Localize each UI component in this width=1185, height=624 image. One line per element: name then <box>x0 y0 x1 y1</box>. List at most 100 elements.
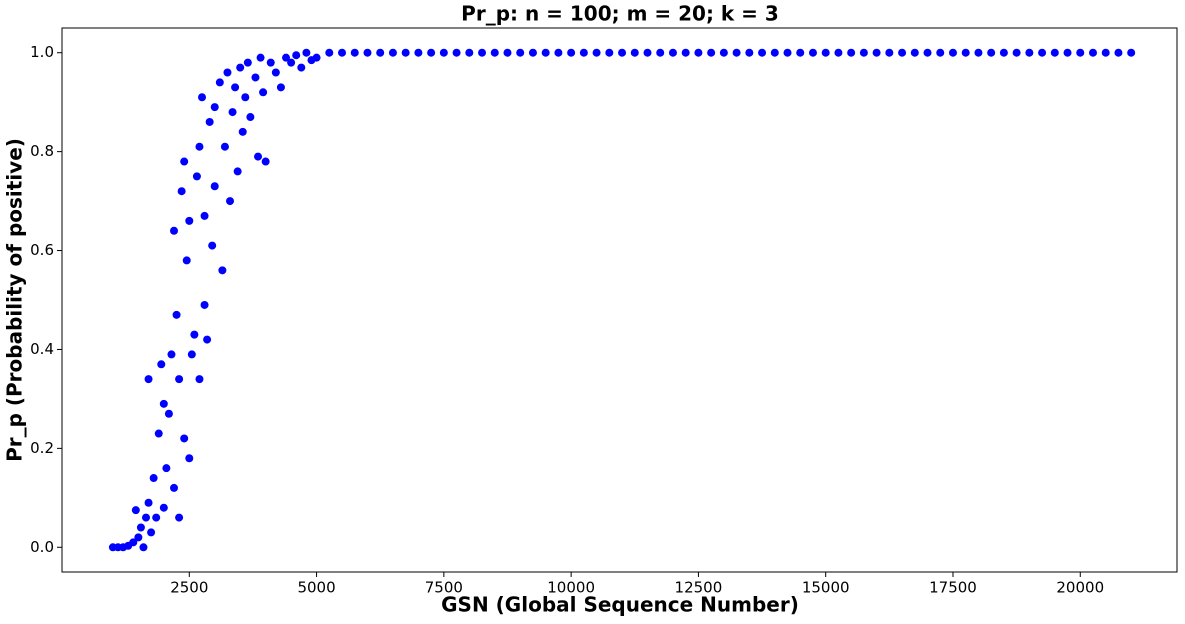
chart-title: Pr_p: n = 100; m = 20; k = 3 <box>461 2 779 26</box>
point <box>254 152 263 161</box>
point <box>175 375 184 384</box>
point <box>195 142 204 151</box>
point <box>236 63 245 72</box>
x-tick-label: 2500 <box>170 579 208 597</box>
point <box>195 375 204 384</box>
point <box>910 48 919 57</box>
point <box>363 48 372 57</box>
point <box>936 48 945 57</box>
point <box>129 538 138 547</box>
point <box>190 330 199 339</box>
x-tick-label: 12500 <box>675 579 723 597</box>
point <box>261 157 270 166</box>
point <box>618 48 627 57</box>
point <box>452 48 461 57</box>
point <box>541 48 550 57</box>
point <box>134 533 143 542</box>
point <box>147 528 156 537</box>
point <box>175 513 184 522</box>
point <box>872 48 881 57</box>
x-tick-label: 15000 <box>802 579 850 597</box>
point <box>999 48 1008 57</box>
point <box>694 48 703 57</box>
point <box>630 48 639 57</box>
point <box>758 48 767 57</box>
point <box>350 48 359 57</box>
point <box>297 63 306 72</box>
point <box>198 93 207 102</box>
point <box>276 83 285 92</box>
point <box>180 157 189 166</box>
point <box>226 197 235 206</box>
point <box>376 48 385 57</box>
point <box>271 68 280 77</box>
point <box>231 83 240 92</box>
point <box>503 48 512 57</box>
point <box>185 454 194 463</box>
plot-frame <box>61 27 1178 573</box>
point <box>200 211 209 220</box>
point <box>1101 48 1110 57</box>
x-tick-label: 20000 <box>1056 579 1104 597</box>
point <box>164 409 173 418</box>
point <box>528 48 537 57</box>
point <box>490 48 499 57</box>
point <box>149 474 158 483</box>
point <box>131 506 140 515</box>
point <box>948 48 957 57</box>
point <box>567 48 576 57</box>
point <box>592 48 601 57</box>
point <box>1088 48 1097 57</box>
point <box>238 127 247 136</box>
point <box>233 167 242 176</box>
point <box>223 68 232 77</box>
x-tick-label: 17500 <box>929 579 977 597</box>
point <box>187 350 196 359</box>
point <box>144 375 153 384</box>
point <box>282 53 291 62</box>
point <box>208 241 217 250</box>
point <box>719 48 728 57</box>
point <box>167 350 176 359</box>
point <box>218 266 227 275</box>
y-tick-label: 1.0 <box>30 43 54 61</box>
point <box>215 78 224 87</box>
point <box>1076 48 1085 57</box>
point <box>251 73 260 82</box>
point <box>516 48 525 57</box>
point <box>302 48 311 57</box>
point <box>203 335 212 344</box>
point <box>172 310 181 319</box>
point <box>170 226 179 235</box>
point <box>439 48 448 57</box>
point <box>1038 48 1047 57</box>
y-tick-label: 0.4 <box>30 340 54 358</box>
point <box>338 48 347 57</box>
point <box>210 103 219 112</box>
point <box>287 58 296 67</box>
point <box>1063 48 1072 57</box>
x-tick-label: 5000 <box>297 579 335 597</box>
y-axis-label: Pr_p (Probability of positive) <box>3 138 27 462</box>
point <box>414 48 423 57</box>
point <box>707 48 716 57</box>
point <box>192 172 201 181</box>
point <box>885 48 894 57</box>
point <box>241 93 250 102</box>
point <box>177 187 186 196</box>
point <box>579 48 588 57</box>
point <box>312 53 321 62</box>
point <box>987 48 996 57</box>
x-tick-label: 7500 <box>425 579 463 597</box>
point <box>228 108 237 117</box>
point <box>1050 48 1059 57</box>
point <box>180 434 189 443</box>
point <box>668 48 677 57</box>
point <box>643 48 652 57</box>
point <box>554 48 563 57</box>
point <box>1012 48 1021 57</box>
point <box>182 256 191 265</box>
x-tick-label: 10000 <box>547 579 595 597</box>
point <box>1114 48 1123 57</box>
